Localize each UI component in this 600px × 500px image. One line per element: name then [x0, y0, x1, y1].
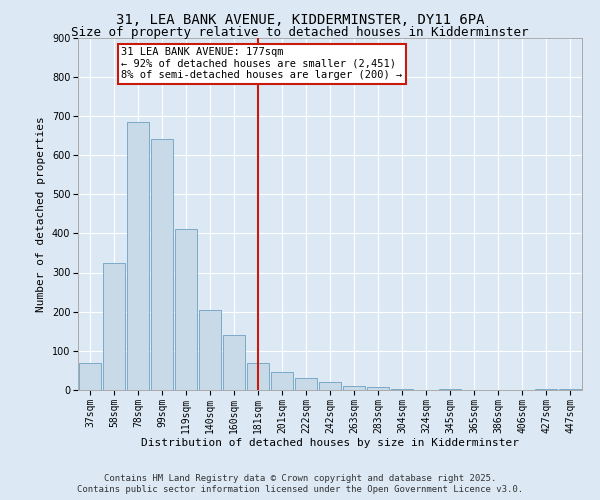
Text: Size of property relative to detached houses in Kidderminster: Size of property relative to detached ho…	[71, 26, 529, 39]
Bar	[199, 310, 221, 390]
Bar	[439, 389, 461, 390]
Bar	[247, 362, 269, 390]
Bar	[151, 140, 173, 390]
Text: Contains HM Land Registry data © Crown copyright and database right 2025.
Contai: Contains HM Land Registry data © Crown c…	[77, 474, 523, 494]
Bar	[295, 378, 317, 390]
Bar	[175, 230, 197, 390]
X-axis label: Distribution of detached houses by size in Kidderminster: Distribution of detached houses by size …	[141, 438, 519, 448]
Bar	[271, 372, 293, 390]
Bar	[391, 389, 413, 390]
Bar	[535, 389, 557, 390]
Y-axis label: Number of detached properties: Number of detached properties	[37, 116, 46, 312]
Bar	[367, 388, 389, 390]
Bar	[223, 335, 245, 390]
Text: 31 LEA BANK AVENUE: 177sqm
← 92% of detached houses are smaller (2,451)
8% of se: 31 LEA BANK AVENUE: 177sqm ← 92% of deta…	[121, 48, 403, 80]
Bar	[103, 262, 125, 390]
Bar	[127, 122, 149, 390]
Bar	[559, 389, 581, 390]
Bar	[343, 386, 365, 390]
Bar	[319, 382, 341, 390]
Text: 31, LEA BANK AVENUE, KIDDERMINSTER, DY11 6PA: 31, LEA BANK AVENUE, KIDDERMINSTER, DY11…	[116, 12, 484, 26]
Bar	[79, 362, 101, 390]
